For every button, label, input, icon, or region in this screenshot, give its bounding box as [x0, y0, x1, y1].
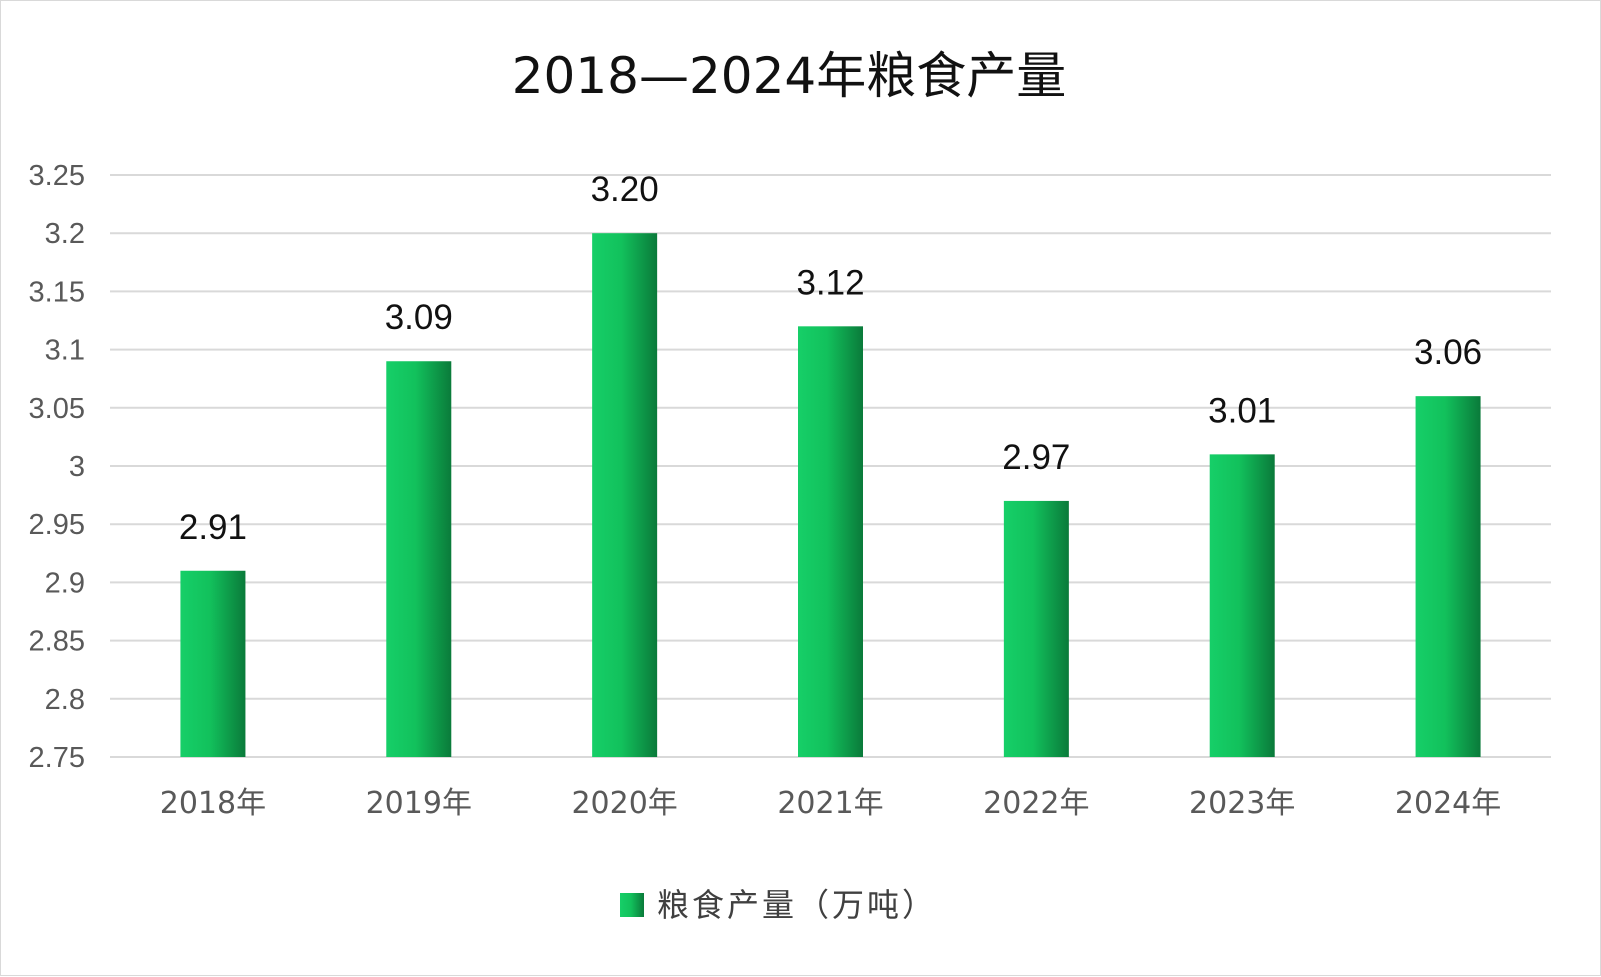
- x-tick-label: 2020年: [571, 786, 677, 821]
- data-label: 2.91: [179, 508, 247, 547]
- y-tick-label: 3.2: [45, 218, 85, 250]
- bar: [386, 361, 452, 757]
- bar: [1415, 396, 1481, 757]
- data-label: 3.01: [1208, 391, 1276, 430]
- x-tick-label: 2024年: [1395, 786, 1501, 821]
- x-tick-label: 2019年: [366, 786, 472, 821]
- data-label: 3.06: [1414, 333, 1482, 372]
- legend-label: 粮食产量（万吨）: [657, 886, 937, 924]
- x-tick-label: 2022年: [983, 786, 1089, 821]
- y-tick-label: 2.9: [45, 567, 85, 599]
- bar: [798, 326, 863, 757]
- y-tick-label: 3.05: [29, 393, 85, 425]
- data-label: 2.97: [1002, 438, 1070, 477]
- y-tick-label: 2.95: [29, 509, 85, 541]
- data-label: 3.09: [385, 298, 453, 337]
- legend: 粮食产量（万吨）: [620, 886, 937, 924]
- chart-title: 2018—2024年粮食产量: [512, 47, 1067, 105]
- x-tick-label: 2018年: [160, 786, 266, 821]
- bar: [1209, 454, 1275, 757]
- x-tick-label: 2021年: [777, 786, 883, 821]
- y-tick-label: 3.25: [29, 160, 85, 192]
- bar: [1003, 500, 1069, 757]
- x-axis: 2018年 2019年 2020年 2021年 2022年 2023年 2024年: [160, 786, 1502, 821]
- legend-swatch: [620, 893, 644, 917]
- bar: [592, 233, 658, 757]
- y-tick-label: 3.1: [45, 335, 85, 367]
- data-label: 3.12: [796, 263, 864, 302]
- x-tick-label: 2023年: [1189, 786, 1295, 821]
- data-label: 3.20: [591, 170, 659, 209]
- bar-series: 2.91 3.09 3.20 3.12 2.97 3.01 3.06: [179, 170, 1482, 757]
- y-tick-label: 2.75: [29, 742, 85, 774]
- y-axis: 2.75 2.8 2.85 2.9 2.95 3 3.05 3.1 3.15 3.2 3.25: [29, 160, 85, 774]
- y-tick-label: 3.15: [29, 276, 85, 308]
- y-tick-label: 2.8: [45, 684, 85, 716]
- bar: [180, 570, 246, 757]
- y-tick-label: 2.85: [29, 626, 85, 658]
- y-tick-label: 3: [69, 451, 85, 483]
